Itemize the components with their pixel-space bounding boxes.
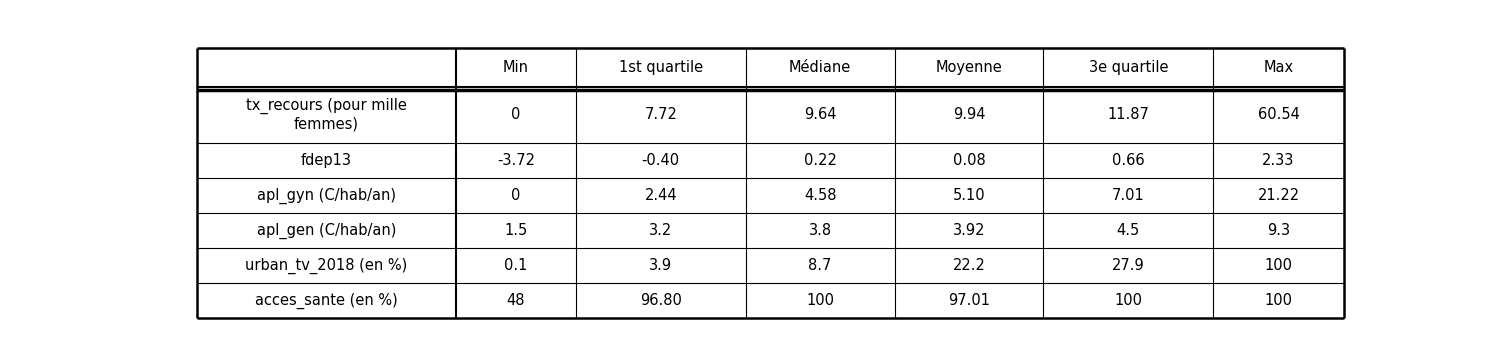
Text: Max: Max [1263,60,1293,75]
Text: 2.33: 2.33 [1262,153,1295,168]
Text: tx_recours (pour mille
femmes): tx_recours (pour mille femmes) [246,98,407,132]
Text: 7.72: 7.72 [644,108,677,122]
Text: 3e quartile: 3e quartile [1089,60,1169,75]
Text: 100: 100 [1114,293,1143,308]
Text: Médiane: Médiane [789,60,852,75]
Text: 3.8: 3.8 [808,223,832,238]
Text: 4.58: 4.58 [804,188,837,203]
Text: 7.01: 7.01 [1111,188,1145,203]
Text: 0.1: 0.1 [505,258,527,273]
Text: acces_sante (en %): acces_sante (en %) [255,292,398,309]
Text: 0: 0 [511,188,521,203]
Text: 2.44: 2.44 [644,188,677,203]
Text: 96.80: 96.80 [640,293,682,308]
Text: 5.10: 5.10 [952,188,985,203]
Text: 4.5: 4.5 [1117,223,1140,238]
Text: 100: 100 [807,293,834,308]
Text: 100: 100 [1265,293,1293,308]
Text: 100: 100 [1265,258,1293,273]
Text: urban_tv_2018 (en %): urban_tv_2018 (en %) [245,257,407,274]
Text: 8.7: 8.7 [808,258,832,273]
Text: 9.3: 9.3 [1268,223,1290,238]
Text: 3.9: 3.9 [649,258,673,273]
Text: 9.64: 9.64 [804,108,837,122]
Text: 0: 0 [511,108,521,122]
Text: Min: Min [503,60,529,75]
Text: 0.22: 0.22 [804,153,837,168]
Text: apl_gen (C/hab/an): apl_gen (C/hab/an) [257,223,397,239]
Text: 21.22: 21.22 [1257,188,1299,203]
Text: fdep13: fdep13 [300,153,351,168]
Text: 1st quartile: 1st quartile [619,60,703,75]
Text: 3.2: 3.2 [649,223,673,238]
Text: 0.66: 0.66 [1111,153,1145,168]
Text: 48: 48 [506,293,526,308]
Text: 3.92: 3.92 [952,223,985,238]
Text: 9.94: 9.94 [952,108,985,122]
Text: 27.9: 27.9 [1111,258,1145,273]
Text: 60.54: 60.54 [1257,108,1299,122]
Text: 11.87: 11.87 [1107,108,1149,122]
Text: -3.72: -3.72 [497,153,535,168]
Text: 1.5: 1.5 [505,223,527,238]
Text: -0.40: -0.40 [641,153,680,168]
Text: 0.08: 0.08 [952,153,985,168]
Text: 22.2: 22.2 [952,258,985,273]
Text: Moyenne: Moyenne [936,60,1002,75]
Text: apl_gyn (C/hab/an): apl_gyn (C/hab/an) [257,188,397,204]
Text: 97.01: 97.01 [948,293,990,308]
